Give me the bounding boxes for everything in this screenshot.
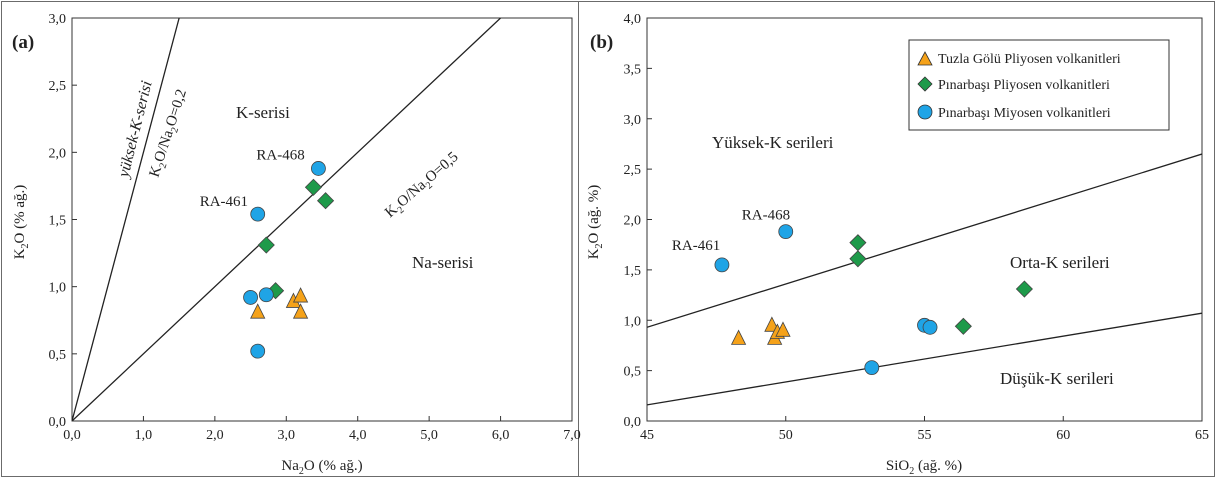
x-tick-label: 5,0 bbox=[420, 428, 438, 443]
y-tick-label: 3,5 bbox=[624, 62, 642, 77]
panel-b-label: (b) bbox=[590, 32, 613, 53]
svg-text:K2O/Na2O=0,5: K2O/Na2O=0,5 bbox=[382, 149, 463, 223]
diamond-marker bbox=[257, 236, 275, 254]
region-orta-k-serileri: Orta-K serileri bbox=[1010, 253, 1110, 272]
y-tick-label: 2,0 bbox=[49, 146, 67, 161]
x-tick-label: 2,0 bbox=[206, 428, 224, 443]
circle-marker bbox=[243, 290, 258, 305]
legend-label-tuzla: Tuzla Gölü Pliyosen volkanitleri bbox=[938, 52, 1121, 67]
ratio-label-05: K2O/Na2O=0,5 bbox=[382, 149, 463, 223]
triangle-marker bbox=[250, 303, 266, 319]
reference-line bbox=[647, 153, 1202, 328]
panel-a-label: (a) bbox=[12, 32, 34, 53]
x-axis-title-a: Na2O (% ağ.) bbox=[281, 458, 362, 477]
y-tick-label: 4,0 bbox=[624, 12, 642, 27]
triangle-marker bbox=[292, 287, 309, 303]
circle-marker bbox=[258, 287, 274, 303]
plot-area-a bbox=[71, 17, 573, 422]
x-tick-label: 0,0 bbox=[63, 428, 81, 443]
x-tick-label: 6,0 bbox=[492, 428, 510, 443]
ratio-label-2: K2O/Na2O=0,2 bbox=[147, 87, 193, 180]
x-tick-label: 1,0 bbox=[135, 428, 153, 443]
x-tick-label: 4,0 bbox=[349, 428, 367, 443]
triangle-marker bbox=[730, 329, 747, 345]
y-tick-label: 2,5 bbox=[624, 163, 642, 178]
legend: Tuzla Gölü Pliyosen volkanitleri Pınarba… bbox=[908, 39, 1170, 131]
triangle-marker bbox=[775, 321, 791, 337]
region-na-serisi: Na-serisi bbox=[412, 253, 474, 272]
legend-triangle-marker bbox=[917, 51, 933, 66]
y-tick-label: 0,5 bbox=[624, 365, 642, 380]
diamond-marker bbox=[849, 234, 867, 252]
diamond-marker bbox=[304, 178, 322, 196]
x-tick-label: 55 bbox=[918, 428, 932, 443]
x-tick-label: 65 bbox=[1195, 428, 1209, 443]
circle-marker bbox=[714, 257, 730, 273]
legend-box bbox=[908, 39, 1170, 131]
y-tick-label: 2,5 bbox=[49, 79, 67, 94]
circle-marker bbox=[311, 161, 326, 176]
circle-marker bbox=[922, 319, 938, 335]
x-tick-label: 7,0 bbox=[563, 428, 581, 443]
diamond-marker bbox=[849, 250, 867, 268]
y-tick-label: 3,0 bbox=[624, 113, 642, 128]
region-yuksek-k-serileri: Yüksek-K serileri bbox=[712, 133, 834, 152]
y-axis-title-b: K2O (ağ. %) bbox=[586, 185, 605, 260]
x-tick-label: 45 bbox=[640, 428, 654, 443]
region-dusuk-k-serileri: Düşük-K serileri bbox=[1000, 369, 1114, 388]
legend-diamond-marker bbox=[917, 76, 933, 92]
circle-marker bbox=[778, 224, 794, 239]
legend-label-miyosen: Pınarbaşı Miyosen volkanitleri bbox=[938, 106, 1111, 121]
reference-line bbox=[647, 312, 1202, 406]
diamond-marker bbox=[317, 192, 335, 210]
y-tick-label: 1,0 bbox=[624, 314, 642, 329]
diamond-marker bbox=[1015, 280, 1033, 298]
sample-label: RA-468 bbox=[742, 208, 790, 224]
diamond-marker bbox=[954, 317, 972, 335]
panel-divider bbox=[578, 1, 579, 477]
y-axis-title-a: K2O (% ağ.) bbox=[12, 185, 31, 260]
sample-label: RA-461 bbox=[672, 238, 720, 254]
legend-circle-marker bbox=[917, 104, 933, 120]
y-tick-label: 0,0 bbox=[624, 415, 642, 430]
legend-label-pliyosen: Pınarbaşı Pliyosen volkanitleri bbox=[938, 78, 1110, 93]
y-tick-label: 1,5 bbox=[49, 214, 67, 229]
y-tick-label: 1,5 bbox=[624, 264, 642, 279]
y-tick-label: 0,5 bbox=[49, 348, 67, 363]
x-tick-label: 3,0 bbox=[278, 428, 296, 443]
circle-marker bbox=[250, 206, 266, 222]
x-tick-label: 60 bbox=[1056, 428, 1070, 443]
y-tick-label: 2,0 bbox=[624, 214, 642, 229]
circle-marker bbox=[864, 360, 880, 376]
x-axis-title-b: SiO2 (ağ. %) bbox=[886, 458, 962, 477]
reference-line bbox=[72, 18, 180, 421]
x-tick-label: 50 bbox=[779, 428, 793, 443]
svg-text:K2O/Na2O=0,2: K2O/Na2O=0,2 bbox=[147, 87, 193, 180]
y-tick-label: 3,0 bbox=[49, 12, 67, 27]
y-tick-label: 0,0 bbox=[49, 415, 67, 430]
sample-label: RA-461 bbox=[200, 194, 248, 210]
sample-label: RA-468 bbox=[256, 147, 304, 163]
circle-marker bbox=[250, 343, 266, 359]
region-k-serisi: K-serisi bbox=[236, 103, 290, 122]
triangle-marker bbox=[292, 303, 309, 319]
reference-line bbox=[72, 18, 502, 421]
y-tick-label: 1,0 bbox=[49, 281, 67, 296]
